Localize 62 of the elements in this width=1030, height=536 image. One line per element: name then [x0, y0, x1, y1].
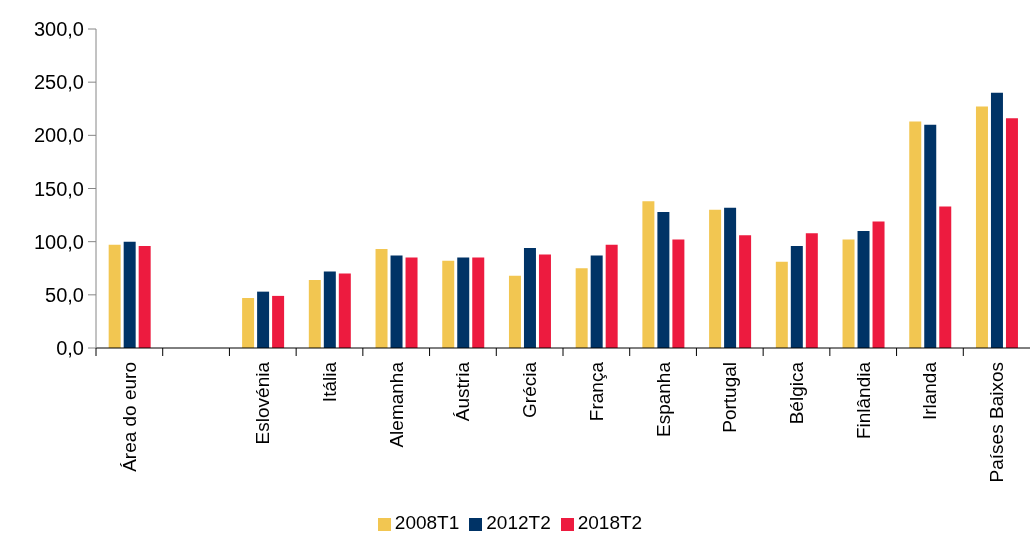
bar [375, 249, 388, 348]
bar [657, 211, 670, 348]
bar [257, 291, 270, 348]
x-tick-label: Áustria [452, 361, 474, 422]
bar [138, 245, 151, 348]
y-tick-label: 250,0 [33, 71, 84, 94]
bar [990, 92, 1003, 348]
x-tick-label: Área do euro [118, 362, 140, 472]
y-tick-label: 200,0 [33, 124, 84, 147]
x-tick-label: Alemanha [385, 361, 407, 448]
bar [605, 244, 618, 348]
bar [523, 248, 536, 348]
bar [323, 271, 336, 348]
bar [672, 239, 685, 348]
bar [1005, 118, 1018, 348]
bar [442, 260, 455, 348]
x-tick-label: Bélgica [786, 361, 807, 425]
bar [642, 201, 655, 348]
bar [472, 257, 485, 348]
x-tick-label: Itália [319, 361, 340, 403]
x-tick-label: Portugal [719, 362, 741, 433]
bar [123, 241, 136, 348]
x-tick-label: Eslovénia [252, 361, 274, 445]
bar [242, 298, 255, 348]
y-tick-label: 100,0 [33, 230, 84, 253]
x-tick-label: Irlanda [919, 361, 941, 421]
bar [338, 273, 351, 348]
legend-label: 2008T1 [394, 512, 460, 533]
legend-label: 2018T2 [577, 512, 643, 533]
bar [709, 209, 722, 348]
bar [790, 245, 803, 348]
x-tick-label: Grécia [519, 361, 541, 418]
bar [924, 124, 937, 348]
x-tick-label: França [585, 361, 607, 422]
y-tick-label: 150,0 [33, 177, 84, 200]
bar [975, 106, 988, 348]
bar [739, 235, 752, 348]
bar [775, 261, 788, 348]
x-tick-label: Países Baixos [986, 362, 1008, 483]
bar [405, 257, 418, 348]
bar [108, 244, 121, 348]
bar [457, 257, 470, 348]
bar [590, 255, 603, 348]
x-tick-label: Finlândia [852, 361, 874, 440]
bar [939, 206, 952, 348]
bar [575, 268, 588, 348]
bar [872, 221, 885, 348]
y-tick-label: 300,0 [33, 18, 84, 41]
bar [909, 121, 922, 348]
y-tick-label: 0,0 [56, 337, 84, 360]
bar [842, 239, 855, 348]
y-tick-label: 50,0 [45, 283, 84, 306]
bar [805, 233, 818, 348]
bar [724, 207, 737, 348]
bar [390, 255, 403, 348]
bar [538, 254, 551, 348]
bar [272, 295, 285, 348]
bar [508, 275, 521, 348]
bar [308, 279, 321, 348]
legend-label: 2012T2 [486, 512, 551, 533]
x-tick-label: Espanha [652, 361, 674, 438]
bar [857, 231, 870, 348]
